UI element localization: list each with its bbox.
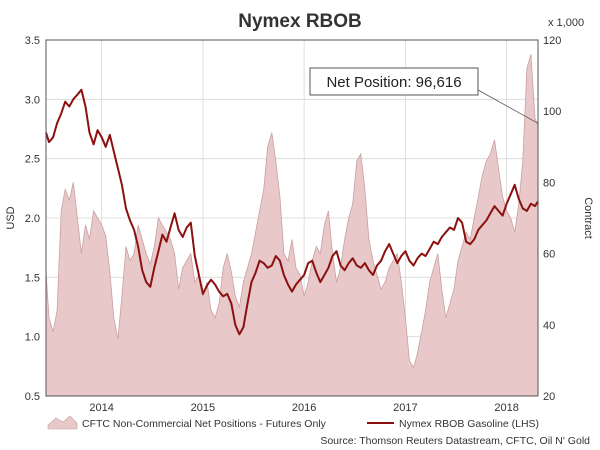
right-tick-label: 20 [543, 391, 555, 403]
left-axis-ticks: 0.5 1.0 1.5 2.0 2.5 3.0 3.5 [25, 35, 40, 403]
net-positions-area [45, 54, 539, 397]
callout-leader-line [477, 89, 539, 124]
right-tick-label: 60 [543, 249, 555, 261]
right-tick-label: 100 [543, 106, 561, 118]
rbob-price-line [45, 88, 539, 336]
left-axis-label: USD [5, 206, 17, 229]
net-positions-area-layer [45, 54, 539, 397]
right-axis-unit-label: x 1,000 [548, 17, 584, 29]
x-tick-label: 2016 [292, 402, 316, 414]
left-tick-label: 0.5 [25, 391, 40, 403]
x-tick-label: 2015 [191, 402, 215, 414]
callout-box [309, 67, 479, 96]
net-position-callout: Net Position: 96,616 [309, 67, 539, 124]
rbob-price-line-layer [45, 88, 539, 336]
left-tick-label: 1.0 [25, 332, 40, 344]
legend-label-net-positions: CFTC Non-Commercial Net Positions - Futu… [82, 418, 327, 430]
left-tick-label: 2.5 [25, 154, 40, 166]
left-tick-label: 2.0 [25, 213, 40, 225]
legend-swatch-net-positions [47, 415, 78, 430]
legend: CFTC Non-Commercial Net Positions - Futu… [47, 415, 539, 430]
left-tick-label: 3.5 [25, 35, 40, 47]
right-tick-label: 120 [543, 35, 561, 47]
right-axis-label: Contract [582, 197, 594, 239]
left-tick-label: 3.0 [25, 94, 40, 106]
right-tick-label: 40 [543, 320, 555, 332]
left-tick-label: 1.5 [25, 272, 40, 284]
right-tick-label: 80 [543, 177, 555, 189]
right-axis-ticks: 20 40 60 80 100 120 [543, 35, 561, 403]
x-tick-label: 2017 [393, 402, 417, 414]
callout-text: Net Position: 96,616 [326, 74, 461, 91]
chart-title: Nymex RBOB [238, 11, 362, 32]
x-tick-label: 2018 [494, 402, 518, 414]
x-tick-label: 2014 [89, 402, 113, 414]
x-axis-ticks: 2014 2015 2016 2017 2018 [89, 402, 518, 414]
source-note: Source: Thomson Reuters Datastream, CFTC… [320, 435, 590, 447]
legend-label-rbob: Nymex RBOB Gasoline (LHS) [399, 418, 539, 430]
plot-frame [45, 39, 539, 397]
